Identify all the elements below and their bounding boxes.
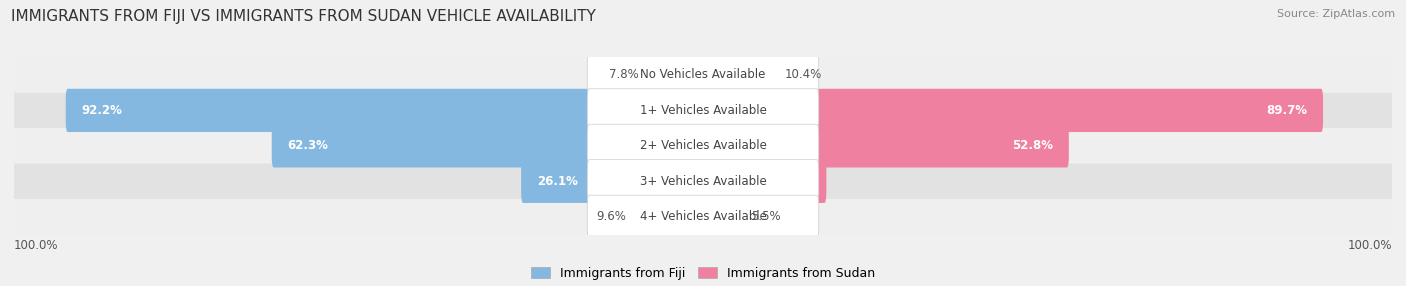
FancyBboxPatch shape: [702, 89, 1323, 132]
Text: 1+ Vehicles Available: 1+ Vehicles Available: [640, 104, 766, 117]
FancyBboxPatch shape: [588, 89, 818, 132]
Text: 100.0%: 100.0%: [1347, 239, 1392, 252]
FancyBboxPatch shape: [14, 199, 1392, 235]
Text: 7.8%: 7.8%: [609, 68, 638, 82]
FancyBboxPatch shape: [66, 89, 704, 132]
FancyBboxPatch shape: [14, 128, 1392, 164]
Text: 17.6%: 17.6%: [769, 175, 810, 188]
Text: No Vehicles Available: No Vehicles Available: [640, 68, 766, 82]
Text: 9.6%: 9.6%: [596, 210, 627, 223]
FancyBboxPatch shape: [14, 93, 1392, 128]
Text: 92.2%: 92.2%: [82, 104, 122, 117]
FancyBboxPatch shape: [702, 195, 742, 239]
FancyBboxPatch shape: [588, 124, 818, 168]
FancyBboxPatch shape: [271, 124, 704, 168]
FancyBboxPatch shape: [588, 53, 818, 97]
FancyBboxPatch shape: [702, 160, 827, 203]
Text: 100.0%: 100.0%: [14, 239, 59, 252]
Text: 2+ Vehicles Available: 2+ Vehicles Available: [640, 139, 766, 152]
Text: IMMIGRANTS FROM FIJI VS IMMIGRANTS FROM SUDAN VEHICLE AVAILABILITY: IMMIGRANTS FROM FIJI VS IMMIGRANTS FROM …: [11, 9, 596, 23]
Text: 52.8%: 52.8%: [1012, 139, 1053, 152]
Text: 26.1%: 26.1%: [537, 175, 578, 188]
FancyBboxPatch shape: [522, 160, 704, 203]
Text: 10.4%: 10.4%: [785, 68, 823, 82]
Text: 5.5%: 5.5%: [751, 210, 780, 223]
FancyBboxPatch shape: [702, 53, 776, 97]
FancyBboxPatch shape: [14, 57, 1392, 93]
Text: Source: ZipAtlas.com: Source: ZipAtlas.com: [1277, 9, 1395, 19]
Text: 62.3%: 62.3%: [288, 139, 329, 152]
Legend: Immigrants from Fiji, Immigrants from Sudan: Immigrants from Fiji, Immigrants from Su…: [526, 262, 880, 285]
FancyBboxPatch shape: [634, 195, 704, 239]
Text: 3+ Vehicles Available: 3+ Vehicles Available: [640, 175, 766, 188]
Text: 4+ Vehicles Available: 4+ Vehicles Available: [640, 210, 766, 223]
FancyBboxPatch shape: [647, 53, 704, 97]
FancyBboxPatch shape: [14, 164, 1392, 199]
FancyBboxPatch shape: [588, 160, 818, 203]
FancyBboxPatch shape: [702, 124, 1069, 168]
FancyBboxPatch shape: [588, 195, 818, 239]
Text: 89.7%: 89.7%: [1267, 104, 1308, 117]
